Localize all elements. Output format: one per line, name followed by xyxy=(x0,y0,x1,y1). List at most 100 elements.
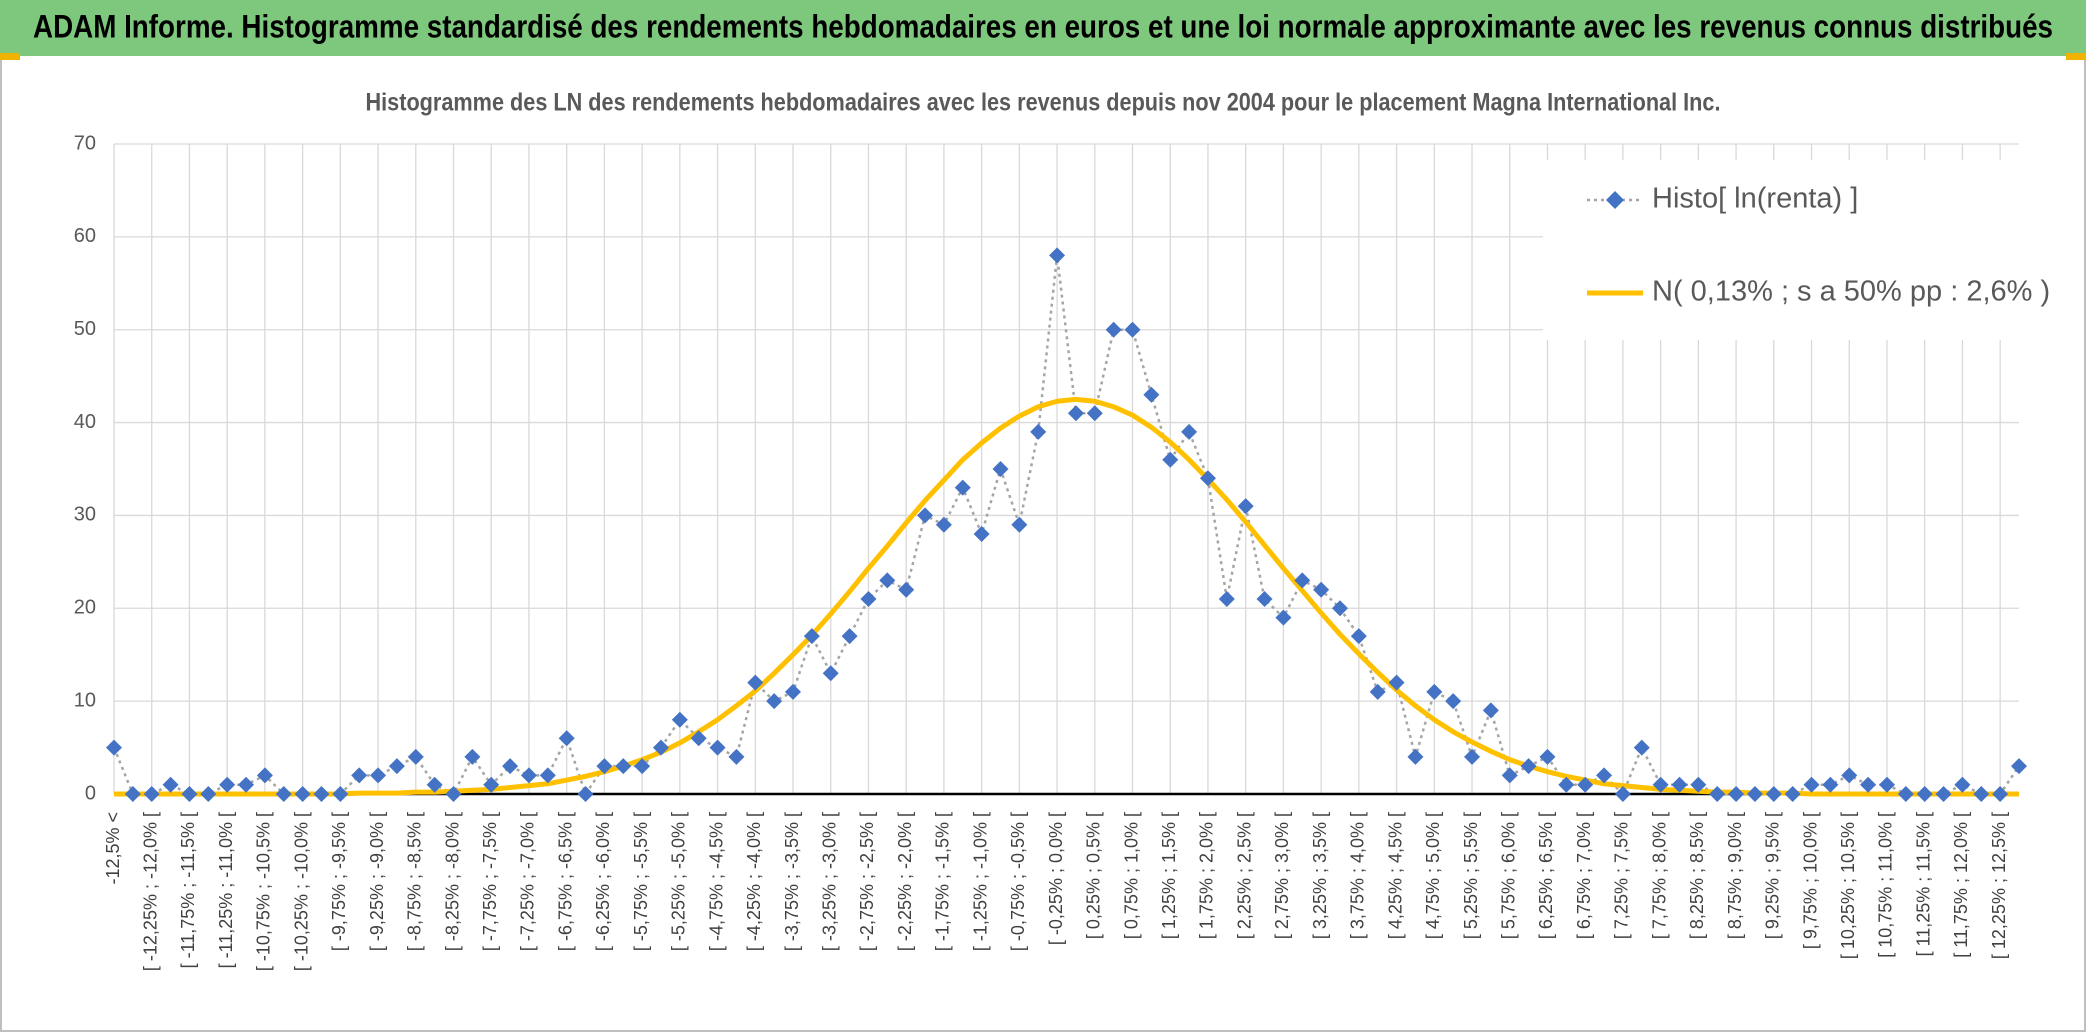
x-tick-label: [ 7,25% ; 7,5% [ xyxy=(1612,812,1632,939)
data-point xyxy=(445,786,462,802)
data-point xyxy=(1614,786,1631,802)
legend-marker xyxy=(1606,191,1624,209)
data-point xyxy=(1162,451,1179,468)
data-point xyxy=(1973,786,1990,802)
data-point xyxy=(1539,748,1556,765)
data-point xyxy=(1709,786,1726,802)
x-tick-label: [ -9,25% ; -9,0% [ xyxy=(367,812,387,951)
data-point xyxy=(1860,776,1877,793)
data-point xyxy=(1143,386,1160,403)
x-tick-label: [ 8,25% ; 8,5% [ xyxy=(1687,812,1707,939)
data-point xyxy=(1218,591,1235,607)
plot xyxy=(106,247,2027,802)
data-point xyxy=(483,776,500,793)
data-point xyxy=(539,767,556,784)
data-point xyxy=(1878,776,1895,793)
x-tick-label: [ 7,75% ; 8,0% [ xyxy=(1649,812,1669,939)
data-point xyxy=(1728,786,1745,802)
x-tick-label: [ -11,25% ; -11,0% [ xyxy=(216,812,236,968)
data-point xyxy=(426,776,443,793)
data-point xyxy=(766,693,783,710)
x-tick-label: [ -0,75% ; -0,5% [ xyxy=(1008,812,1028,951)
corner-mark xyxy=(2066,53,2086,60)
data-point xyxy=(728,748,745,765)
data-point xyxy=(879,572,896,589)
x-tick-label: [ -4,25% ; -4,0% [ xyxy=(744,812,764,951)
data-point xyxy=(1049,247,1066,264)
x-tick-label: [ -1,75% ; -1,5% [ xyxy=(933,812,953,951)
data-point xyxy=(954,479,971,496)
data-point xyxy=(1841,767,1858,784)
data-point xyxy=(1765,786,1782,802)
x-tick-label: [ 4,75% ; 5,0% [ xyxy=(1423,812,1443,939)
data-point xyxy=(1577,776,1594,793)
page-title: ADAM Informe. Histogramme standardisé de… xyxy=(33,8,2053,44)
x-tick-label: [ 12,25% ; 12,5% [ xyxy=(1989,812,2009,959)
x-tick-label: [ -10,25% ; -10,0% [ xyxy=(291,812,311,971)
data-point xyxy=(1407,748,1424,765)
x-tick-label: [ -3,75% ; -3,5% [ xyxy=(782,812,802,951)
x-tick-label: [ 10,75% ; 11,0% [ xyxy=(1876,812,1896,958)
data-point xyxy=(124,786,141,802)
data-point xyxy=(1558,776,1575,793)
data-point xyxy=(1633,739,1650,756)
data-point xyxy=(200,786,217,802)
data-point xyxy=(992,461,1009,477)
data-point xyxy=(181,786,198,802)
data-point xyxy=(577,786,594,802)
x-tick-label: [ -0,25% ; 0,0% [ xyxy=(1046,812,1066,945)
x-tick-label: [ 0,75% ; 1,0% [ xyxy=(1121,812,1141,939)
chart-title: Histogramme des LN des rendements hebdom… xyxy=(366,89,1721,117)
y-tick-label: 30 xyxy=(74,504,96,526)
data-point xyxy=(464,748,481,765)
data-point xyxy=(1784,786,1801,802)
data-point xyxy=(1954,776,1971,793)
data-point xyxy=(1464,748,1481,765)
x-tick-label: [ -7,75% ; -7,5% [ xyxy=(480,812,500,951)
data-point xyxy=(1181,423,1198,440)
y-tick-label: 20 xyxy=(74,597,96,619)
x-tick-label: [ 10,25% ; 10,5% [ xyxy=(1838,812,1858,959)
data-point xyxy=(1916,786,1933,802)
data-point xyxy=(1011,516,1028,533)
x-tick-label: -12,5% < xyxy=(103,812,123,885)
x-tick-label: [ -7,25% ; -7,0% [ xyxy=(518,812,538,951)
x-tick-label: [ 6,25% ; 6,5% [ xyxy=(1536,812,1556,939)
data-point xyxy=(1520,758,1537,775)
data-point xyxy=(1105,321,1122,338)
y-tick-label: 40 xyxy=(74,411,96,433)
data-point xyxy=(407,748,424,765)
data-point xyxy=(388,758,405,775)
x-tick-label: [ 9,25% ; 9,5% [ xyxy=(1763,812,1783,939)
y-tick-label: 0 xyxy=(85,782,96,804)
data-point xyxy=(2011,758,2027,775)
x-tick-label: [ 4,25% ; 4,5% [ xyxy=(1385,812,1405,939)
x-tick-label: [ -8,25% ; -8,0% [ xyxy=(442,812,462,951)
data-point xyxy=(294,786,311,802)
x-tick-label: [ 1,75% ; 2,0% [ xyxy=(1197,812,1217,939)
series-line xyxy=(114,396,2019,797)
x-tick-label: [ 5,75% ; 6,0% [ xyxy=(1498,812,1518,939)
x-tick-label: [ 11,75% ; 12,0% [ xyxy=(1951,812,1971,958)
data-point xyxy=(1992,786,2009,802)
data-point xyxy=(898,581,915,598)
data-point xyxy=(1030,423,1047,440)
data-point xyxy=(747,674,764,691)
data-point xyxy=(1294,572,1311,589)
x-tick-label: [ 6,75% ; 7,0% [ xyxy=(1574,812,1594,939)
data-point xyxy=(1897,786,1914,802)
data-point xyxy=(1256,591,1273,607)
data-point xyxy=(1331,600,1348,617)
x-tick-label: [ -9,75% ; -9,5% [ xyxy=(329,812,349,951)
data-point xyxy=(106,739,122,756)
header-bar xyxy=(0,0,2086,56)
data-point xyxy=(1746,786,1763,802)
y-tick-label: 10 xyxy=(74,689,96,711)
data-point xyxy=(1671,776,1688,793)
data-point xyxy=(1652,776,1669,793)
data-point xyxy=(238,776,255,793)
data-point xyxy=(1313,581,1330,598)
data-point xyxy=(162,776,179,793)
data-point xyxy=(1350,628,1367,645)
